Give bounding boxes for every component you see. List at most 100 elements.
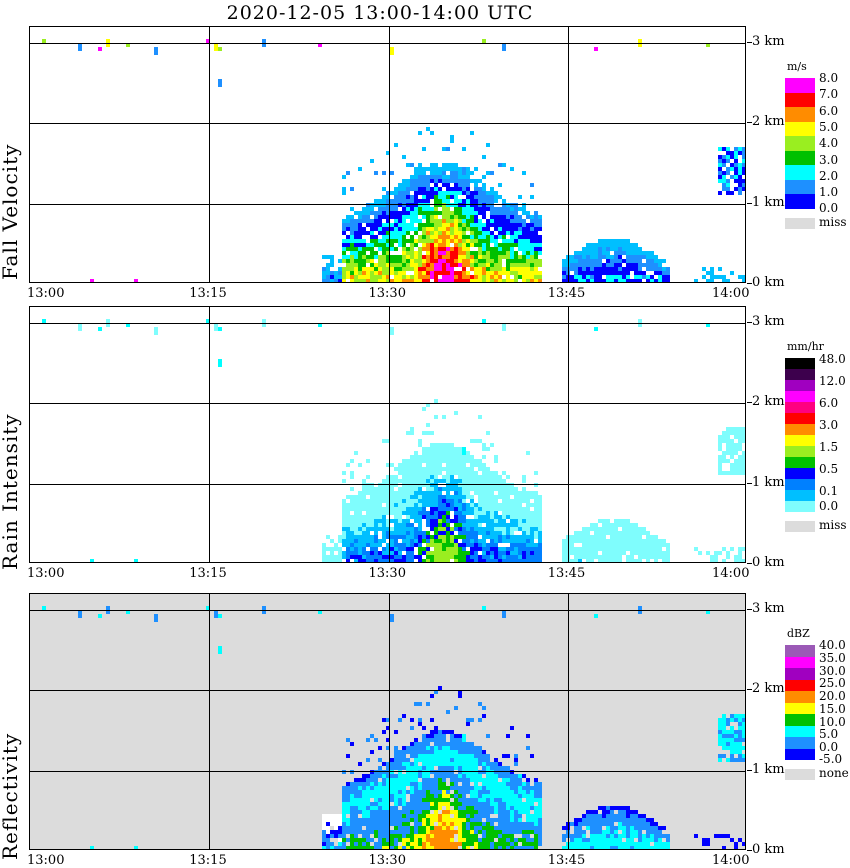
colorbar-segment [785, 490, 815, 501]
gridline-vertical-13:30 [389, 307, 390, 562]
colorbar-tick-label: 4.0 [819, 136, 839, 151]
colorbar-missing-swatch [785, 217, 815, 229]
x-tick-label: 13:45 [547, 286, 586, 301]
gridline-horizontal-1km [30, 484, 745, 485]
x-tick-label: 13:30 [368, 853, 406, 868]
x-tick-label: 13:00 [27, 286, 65, 301]
colorbar-gradient [785, 358, 815, 512]
colorbar-segment [785, 714, 815, 726]
x-tick-label: 13:15 [189, 853, 227, 868]
colorbar-segment [785, 691, 815, 703]
colorbar-segment [785, 369, 815, 380]
colorbar-segment [785, 391, 815, 402]
plot-area-rain-intensity[interactable] [29, 306, 746, 563]
colorbar-segment [785, 656, 815, 668]
colorbar-segment [785, 107, 815, 122]
x-tick-label: 13:00 [27, 566, 65, 581]
colorbar-segment [785, 179, 815, 194]
colorbar-missing-label: miss [819, 214, 847, 229]
gridline-horizontal-1km [30, 204, 745, 205]
colorbar-tick-label: 35.0 [819, 650, 846, 665]
gridline-vertical-13:15 [209, 27, 210, 282]
y-tick-mark [747, 203, 752, 204]
gridline-vertical-13:45 [568, 307, 569, 562]
y-tick-mark [747, 850, 752, 851]
gridline-horizontal-2km [30, 690, 745, 691]
gridline-horizontal-2km [30, 403, 745, 404]
colorbar-missing-label: none [819, 766, 849, 780]
y-tick-label: 1 km [752, 475, 785, 490]
colorbar-tick-label: 5.0 [819, 119, 839, 134]
colorbar-segment [785, 501, 815, 512]
colorbar-tick-label: 12.0 [819, 374, 846, 388]
y-tick-label: 0 km [752, 555, 785, 570]
y-tick-mark [747, 609, 752, 610]
y-tick-mark [747, 770, 752, 771]
colorbar-segment [785, 78, 815, 93]
y-tick-label: 0 km [752, 275, 785, 290]
plot-area-reflectivity[interactable] [29, 593, 746, 850]
gridline-horizontal-2km [30, 123, 745, 124]
y-tick-label: 3 km [752, 34, 785, 49]
plot-area-fall-velocity[interactable] [29, 26, 746, 283]
gridline-vertical-13:30 [389, 594, 390, 849]
gridline-vertical-13:30 [389, 27, 390, 282]
colorbar-gradient [785, 78, 815, 209]
colorbar-segment [785, 725, 815, 737]
colorbar-tick-label: 20.0 [819, 689, 846, 704]
x-tick-label: 14:00 [712, 566, 750, 581]
colorbar-unit-label: dBZ [787, 627, 810, 640]
colorbar-tick-label: 6.0 [819, 396, 839, 410]
x-tick-label: 13:30 [368, 566, 406, 581]
colorbar-segment [785, 479, 815, 490]
y-tick-label: 0 km [752, 842, 785, 857]
x-tick-label: 13:00 [27, 853, 65, 868]
gridline-vertical-13:15 [209, 594, 210, 849]
colorbar-tick-label: 0.0 [819, 200, 839, 215]
gridline-vertical-13:15 [209, 307, 210, 562]
colorbar-segment [785, 446, 815, 457]
y-tick-mark [747, 563, 752, 564]
gridline-horizontal-1km [30, 771, 745, 772]
colorbar-segment [785, 424, 815, 435]
gridline-horizontal-3km [30, 610, 745, 611]
radar-data-reflectivity [30, 594, 745, 849]
colorbar-segment [785, 702, 815, 714]
colorbar-segment [785, 194, 815, 209]
colorbar-segment [785, 402, 815, 413]
colorbar-segment [785, 136, 815, 151]
colorbar-tick-label: 6.0 [819, 103, 839, 118]
gridline-horizontal-3km [30, 43, 745, 44]
radar-data-rain-intensity [30, 307, 745, 562]
colorbar-tick-label: 3.0 [819, 418, 839, 432]
colorbar-segment [785, 668, 815, 680]
colorbar-gradient [785, 645, 815, 760]
x-tick-label: 13:30 [368, 286, 406, 301]
colorbar-tick-label: 25.0 [819, 676, 846, 691]
colorbar-segment [785, 457, 815, 468]
gridline-horizontal-3km [30, 323, 745, 324]
colorbar-tick-label: 2.0 [819, 168, 839, 183]
gridline-vertical-13:45 [568, 594, 569, 849]
page-title: 2020-12-05 13:00-14:00 UTC [226, 2, 534, 24]
colorbar-segment [785, 165, 815, 180]
colorbar-segment [785, 92, 815, 107]
x-tick-label: 14:00 [712, 853, 750, 868]
y-tick-mark [747, 689, 752, 690]
colorbar-segment [785, 435, 815, 446]
colorbar-tick-label: 1.5 [819, 440, 839, 454]
colorbar-segment [785, 121, 815, 136]
colorbar-tick-label: 1.0 [819, 185, 839, 200]
colorbar-segment [785, 380, 815, 391]
y-tick-label: 2 km [752, 114, 785, 129]
colorbar-missing-swatch [785, 521, 815, 532]
colorbar-segment [785, 358, 815, 369]
colorbar-tick-label: 5.0 [819, 727, 839, 742]
colorbar-segment [785, 748, 815, 760]
colorbar-missing-label: miss [819, 518, 847, 532]
x-tick-label: 13:15 [189, 286, 227, 301]
colorbar-tick-label: 8.0 [819, 71, 839, 85]
colorbar-tick-label: 48.0 [819, 352, 846, 366]
radar-data-fall-velocity [30, 27, 745, 282]
panel-label-reflectivity: Reflectivity [0, 732, 22, 860]
